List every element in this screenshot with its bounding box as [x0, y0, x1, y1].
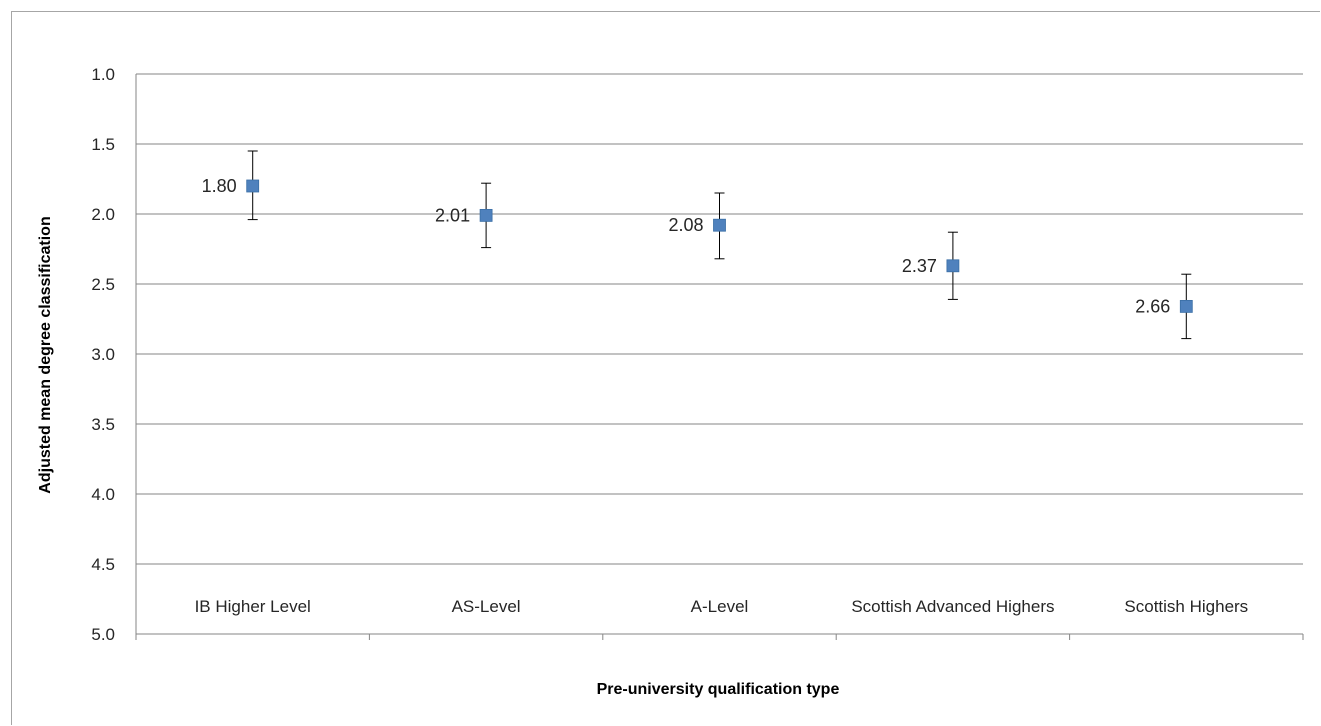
x-axis-category-labels: IB Higher Level AS-Level A-Level Scottish A… — [195, 597, 1249, 616]
y-tick-label: 3.0 — [91, 345, 115, 364]
data-point — [713, 218, 726, 232]
x-category-label: Scottish Advanced Highers — [851, 597, 1054, 616]
data-point — [1179, 299, 1193, 313]
x-category-label: Scottish Highers — [1124, 597, 1248, 616]
y-axis-tick-labels: 1.0 1.5 2.0 2.5 3.0 3.5 4.0 4.5 5.0 — [91, 65, 115, 644]
y-tick-label: 5.0 — [91, 625, 115, 644]
y-tick-label: 3.5 — [91, 415, 115, 434]
y-axis-title: Adjusted mean degree classification — [37, 216, 54, 493]
data-labels: 1.80 2.01 2.08 2.37 2.66 — [202, 176, 1171, 316]
data-point — [946, 259, 960, 273]
x-category-label: AS-Level — [452, 597, 521, 616]
y-tick-label: 2.0 — [91, 205, 115, 224]
data-label: 2.01 — [435, 205, 470, 225]
y-tick-label: 1.5 — [91, 135, 115, 154]
data-label: 1.80 — [202, 176, 237, 196]
error-bars — [247, 150, 1192, 340]
x-category-label: A-Level — [691, 597, 749, 616]
y-tick-label: 4.0 — [91, 485, 115, 504]
data-points — [246, 179, 1193, 313]
y-tick-label: 1.0 — [91, 65, 115, 84]
x-axis-title: Pre-university qualification type — [597, 681, 840, 698]
x-category-label: IB Higher Level — [195, 597, 311, 616]
chart-frame — [11, 11, 1320, 725]
data-label: 2.66 — [1135, 296, 1170, 316]
data-label: 2.08 — [668, 215, 703, 235]
data-point — [479, 208, 493, 222]
axes — [135, 74, 1304, 640]
gridlines — [136, 73, 1303, 565]
y-tick-label: 2.5 — [91, 275, 115, 294]
data-label: 2.37 — [902, 256, 937, 276]
y-tick-label: 4.5 — [91, 555, 115, 574]
data-point — [246, 179, 260, 193]
